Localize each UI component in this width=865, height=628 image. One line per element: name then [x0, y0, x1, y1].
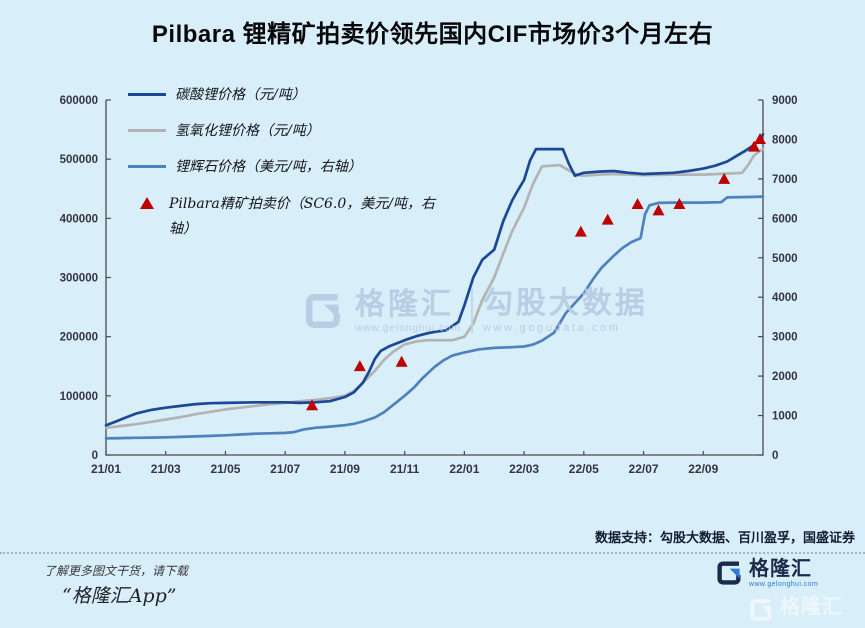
gelonghui-logo-faint-icon	[750, 599, 772, 621]
legend-item-lithium-carbonate: 碳酸锂价格（元/吨）	[128, 84, 447, 104]
left-axis-ticks: 0 100000 200000 300000 400000 500000 600000	[60, 95, 111, 462]
svg-text:2000: 2000	[772, 371, 798, 383]
auction-point-icon	[601, 213, 614, 225]
auction-point-icon	[754, 132, 767, 144]
watermark-brand-block: 格隆汇 www.gelonghui.com	[355, 288, 461, 334]
svg-text:22/01: 22/01	[449, 462, 479, 476]
svg-text:7000: 7000	[772, 174, 798, 186]
svg-text:300000: 300000	[60, 273, 98, 285]
line-swatch-icon	[128, 92, 166, 96]
svg-text:22/05: 22/05	[569, 462, 599, 476]
svg-text:21/09: 21/09	[330, 462, 360, 476]
svg-text:21/01: 21/01	[91, 462, 121, 476]
svg-text:22/03: 22/03	[509, 462, 539, 476]
svg-text:500000: 500000	[60, 154, 98, 166]
gelonghui-logo-faint-text-block: 格隆汇	[780, 596, 843, 618]
watermark-data-brand: 勾股大数据	[482, 287, 648, 320]
auction-point-icon	[718, 172, 731, 184]
gelonghui-watermark-logo-icon	[306, 293, 340, 328]
gelonghui-logo-icon	[717, 561, 741, 585]
line-swatch-icon	[128, 128, 166, 132]
svg-text:21/11: 21/11	[390, 462, 420, 476]
series-line-1	[104, 147, 765, 430]
data-support-note: 数据支持：勾股大数据、百川盈孚，国盛证券	[594, 530, 855, 545]
right-axis-ticks: 0 1000 2000 3000 4000 5000 6000 7000 8000 9000	[758, 95, 798, 462]
svg-text:9000: 9000	[772, 95, 798, 107]
auction-point-icon	[748, 140, 761, 152]
svg-text:4000: 4000	[772, 292, 798, 304]
svg-text:400000: 400000	[60, 213, 98, 225]
legend-item-label: Pilbara精矿拍卖价（SC6.0，美元/吨，右轴）	[169, 196, 436, 237]
svg-text:5000: 5000	[772, 253, 798, 265]
chart-legend: 碳酸锂价格（元/吨） 氢氧化锂价格（元/吨） 锂辉石价格（美元/吨，右轴） Pi…	[128, 84, 447, 241]
svg-text:1000: 1000	[772, 411, 798, 423]
svg-text:22/09: 22/09	[688, 462, 718, 476]
svg-text:6000: 6000	[772, 213, 798, 225]
auction-point-icon	[306, 399, 319, 411]
legend-item-pilbara-auction: Pilbara精矿拍卖价（SC6.0，美元/吨，右轴）	[128, 192, 447, 241]
svg-text:200000: 200000	[60, 332, 98, 344]
triangle-marker-icon	[140, 197, 154, 209]
svg-text:0: 0	[772, 450, 778, 462]
promo-line-1: 了解更多图文干货，请下载	[44, 564, 189, 578]
gelonghui-logo-url: www.gelonghui.com	[749, 581, 819, 588]
svg-text:3000: 3000	[772, 332, 798, 344]
watermark-brand: 格隆汇	[355, 287, 454, 321]
svg-text:8000: 8000	[772, 134, 798, 146]
watermark-brand-url: www.gelonghui.com	[355, 322, 461, 334]
legend-item-spodumene: 锂辉石价格（美元/吨，右轴）	[128, 156, 447, 176]
svg-text:21/07: 21/07	[270, 462, 300, 476]
series-line-0	[104, 132, 765, 427]
auction-point-icon	[574, 225, 587, 237]
watermark-data-url: www.gogudata.com	[482, 322, 621, 334]
auction-triangles	[306, 132, 767, 411]
watermark-divider	[470, 288, 473, 333]
legend-item-lithium-hydroxide: 氢氧化锂价格（元/吨）	[128, 120, 447, 140]
line-swatch-icon	[128, 164, 166, 168]
auction-point-icon	[395, 355, 408, 367]
promo-line-2: “格隆汇App”	[62, 585, 177, 607]
watermark: 格隆汇 www.gelonghui.com 勾股大数据 www.gogudata…	[301, 287, 648, 334]
legend-item-label: 碳酸锂价格（元/吨）	[175, 87, 306, 103]
gelonghui-logo-text: 格隆汇	[749, 558, 812, 580]
legend-item-label: 氢氧化锂价格（元/吨）	[175, 123, 320, 139]
svg-text:21/03: 21/03	[151, 462, 181, 476]
gelonghui-logo-text-block: 格隆汇 www.gelonghui.com	[749, 558, 818, 588]
svg-text:22/07: 22/07	[629, 462, 659, 476]
svg-text:21/05: 21/05	[210, 462, 240, 476]
auction-point-icon	[673, 198, 686, 210]
legend-item-label: 锂辉石价格（美元/吨，右轴）	[175, 159, 362, 175]
bottom-divider	[0, 552, 865, 554]
svg-text:600000: 600000	[60, 95, 98, 107]
gelonghui-logo: 格隆汇 www.gelonghui.com	[714, 558, 818, 588]
svg-text:0: 0	[92, 450, 98, 462]
x-axis-ticks: 21/01 21/03 21/05 21/07 21/09 21/11 22/01 22/03…	[91, 451, 719, 476]
auction-point-icon	[353, 360, 366, 372]
watermark-data-block: 勾股大数据 www.gogudata.com	[483, 287, 648, 334]
series-line-2	[104, 195, 765, 440]
auction-point-icon	[631, 198, 644, 210]
svg-text:100000: 100000	[60, 391, 98, 403]
gelonghui-logo-faint-text: 格隆汇	[780, 596, 843, 618]
chart-title: Pilbara 锂精矿拍卖价领先国内CIF市场价3个月左右	[151, 21, 714, 48]
auction-point-icon	[652, 204, 665, 216]
gelonghui-logo-faint: 格隆汇	[747, 596, 843, 624]
